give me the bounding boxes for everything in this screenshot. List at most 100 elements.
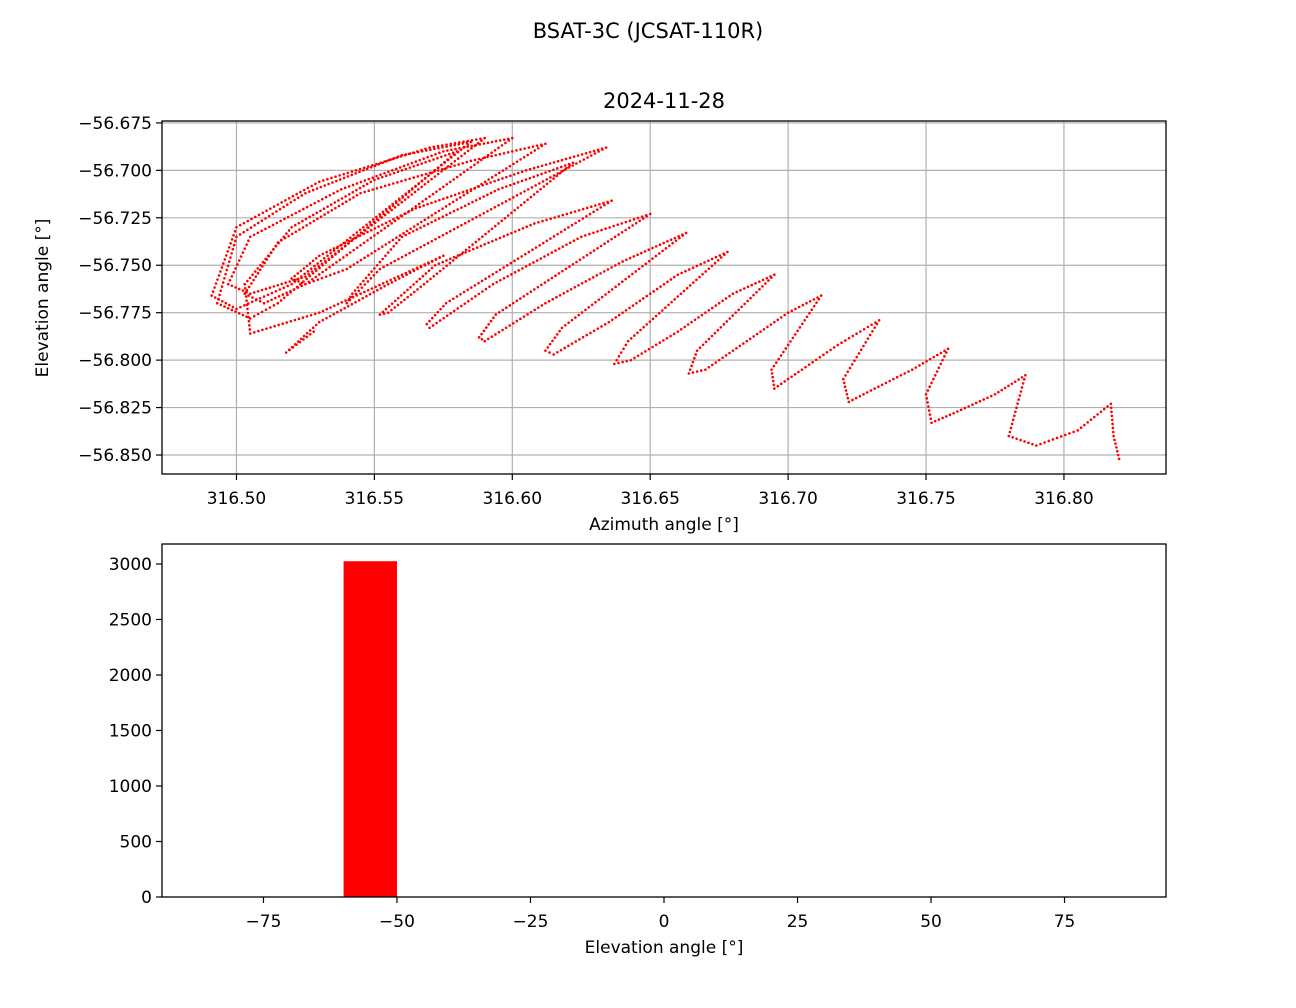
- scatter-point: [548, 169, 551, 173]
- scatter-point: [566, 289, 569, 293]
- scatter-point: [895, 375, 899, 379]
- scatter-point: [569, 287, 573, 291]
- scatter-point: [610, 266, 613, 269]
- scatter-point: [461, 142, 465, 145]
- scatter-point: [449, 165, 452, 169]
- scatter-point: [452, 178, 455, 181]
- scatter-point: [640, 352, 644, 355]
- scatter-point: [317, 311, 321, 314]
- scatter-point: [619, 351, 623, 354]
- scatter-point: [411, 249, 415, 253]
- scatter-point: [567, 166, 571, 169]
- scatter-point: [404, 233, 407, 237]
- scatter-point: [353, 236, 356, 240]
- scatter-point: [352, 196, 355, 199]
- scatter-point: [480, 332, 483, 336]
- scatter-point: [790, 309, 794, 313]
- scatter-point: [474, 295, 477, 298]
- scatter-point: [1015, 406, 1018, 410]
- scatter-point: [365, 223, 368, 226]
- scatter-point: [525, 225, 529, 228]
- scatter-point: [245, 299, 248, 302]
- scatter-point: [549, 179, 552, 183]
- scatter-point: [884, 381, 888, 385]
- scatter-point: [386, 251, 390, 254]
- scatter-point: [600, 228, 603, 232]
- scatter-point: [437, 235, 441, 239]
- scatter-point: [423, 182, 427, 186]
- scatter-point: [854, 396, 858, 400]
- scatter-point: [797, 370, 800, 374]
- scatter-point: [391, 238, 395, 242]
- scatter-point: [624, 220, 628, 224]
- scatter-point: [461, 251, 465, 254]
- scatter-point: [914, 366, 918, 369]
- scatter-point: [445, 231, 448, 235]
- scatter-point: [846, 396, 850, 400]
- scatter-point: [552, 235, 556, 238]
- scatter-point: [473, 187, 476, 190]
- scatter-point: [377, 247, 381, 251]
- scatter-point: [624, 343, 628, 347]
- scatter-point: [254, 298, 258, 302]
- scatter-point: [252, 278, 255, 282]
- scatter-point: [444, 205, 448, 208]
- scatter-point: [395, 201, 398, 205]
- scatter-point: [256, 267, 260, 270]
- scatter-point: [805, 315, 809, 319]
- scatter-point: [591, 276, 595, 279]
- scatter-point: [394, 279, 397, 282]
- scatter-point: [552, 177, 555, 180]
- scatter-point: [581, 335, 585, 339]
- scatter-point: [420, 179, 424, 183]
- scatter-point: [390, 302, 394, 305]
- scatter-point: [471, 243, 474, 246]
- scatter-point: [488, 285, 491, 288]
- scatter-point: [497, 204, 500, 207]
- scatter-point: [651, 257, 654, 260]
- scatter-point: [490, 151, 493, 154]
- scatter-point: [589, 251, 592, 255]
- scatter-point: [379, 215, 382, 218]
- scatter-point: [393, 206, 397, 209]
- scatter-point: [892, 377, 895, 381]
- scatter-point: [483, 136, 487, 140]
- scatter-point: [437, 146, 440, 150]
- scatter-point: [971, 403, 974, 406]
- scatter-point: [633, 356, 636, 360]
- scatter-point: [311, 326, 315, 329]
- scatter-point: [408, 152, 412, 155]
- scatter-point: [289, 291, 292, 294]
- scatter-point: [874, 321, 877, 324]
- scatter-point: [463, 204, 467, 208]
- scatter-point: [664, 247, 668, 250]
- scatter-point: [428, 159, 431, 163]
- scatter-y-ticks: −56.675−56.700−56.725−56.750−56.775−56.8…: [78, 114, 162, 466]
- scatter-point: [286, 293, 289, 297]
- scatter-point: [504, 326, 508, 330]
- scatter-point: [982, 398, 986, 401]
- scatter-point: [314, 269, 318, 272]
- scatter-point: [574, 340, 578, 343]
- scatter-point: [300, 284, 303, 288]
- scatter-point: [588, 212, 592, 216]
- scatter-point: [853, 359, 856, 363]
- scatter-point: [625, 359, 629, 363]
- scatter-point: [1017, 378, 1020, 381]
- scatter-point: [432, 158, 435, 161]
- scatter-point: [324, 195, 328, 199]
- scatter-point: [680, 271, 683, 275]
- scatter-point: [534, 246, 538, 249]
- scatter-point: [661, 249, 664, 253]
- scatter-point: [270, 298, 273, 302]
- scatter-point: [425, 322, 429, 326]
- scatter-point: [588, 150, 592, 154]
- scatter-point: [1007, 434, 1011, 438]
- scatter-point: [430, 171, 433, 175]
- scatter-point: [373, 178, 376, 182]
- scatter-point: [967, 405, 970, 408]
- scatter-point: [752, 335, 755, 338]
- scatter-point: [381, 161, 384, 165]
- scatter-point: [275, 221, 279, 225]
- scatter-point: [1039, 442, 1042, 446]
